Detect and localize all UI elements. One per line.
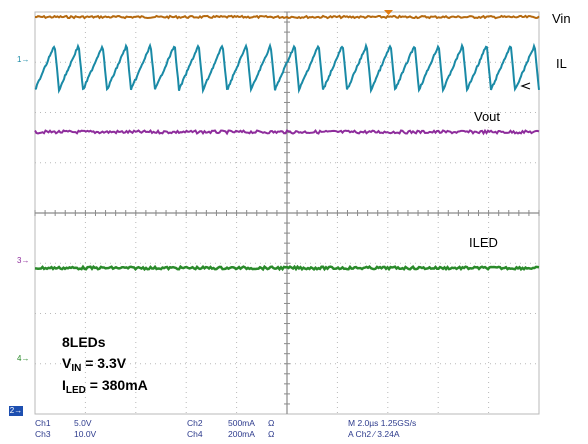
il-trace [34, 42, 540, 95]
iled-trace [34, 264, 540, 272]
timebase-readout: M 2.0µs 1.25GS/s [348, 418, 417, 428]
ch4-ground-marker: 4→ [17, 354, 30, 363]
ch2-scale: 500mA [228, 418, 255, 428]
trigger-readout: A Ch2 ∕ 3.24A [348, 429, 400, 439]
ch4-impedance: Ω [268, 429, 275, 439]
vin-label: Vin [552, 11, 571, 26]
ch2-ground-marker: 2→ [9, 406, 23, 416]
vout-label: Vout [474, 109, 501, 124]
vin-trace [34, 14, 540, 20]
annotation-iled: ILED = 380mA [62, 377, 148, 396]
ch1-ground-marker: 1→ [17, 55, 30, 64]
ch3-name: Ch3 [35, 429, 51, 439]
ch3-scale: 10.0V [74, 429, 97, 439]
vout-trace [34, 128, 540, 136]
iled-label: ILED [469, 235, 498, 250]
trigger-level-arrow [520, 82, 531, 90]
ch3-ground-marker: 3→ [17, 256, 30, 265]
ch1-scale: 5.0V [74, 418, 92, 428]
trigger-position-marker [384, 10, 393, 15]
waveform-traces [34, 14, 540, 272]
ch1-name: Ch1 [35, 418, 51, 428]
ch2-name: Ch2 [187, 418, 203, 428]
graticule-grid [34, 11, 540, 415]
ch4-scale: 200mA [228, 429, 255, 439]
annotation-led-count: 8LEDs [62, 334, 106, 350]
il-label: IL [556, 56, 567, 71]
annotation-vin: VIN = 3.3V [62, 355, 127, 374]
ch4-name: Ch4 [187, 429, 203, 439]
ch2-impedance: Ω [268, 418, 275, 428]
